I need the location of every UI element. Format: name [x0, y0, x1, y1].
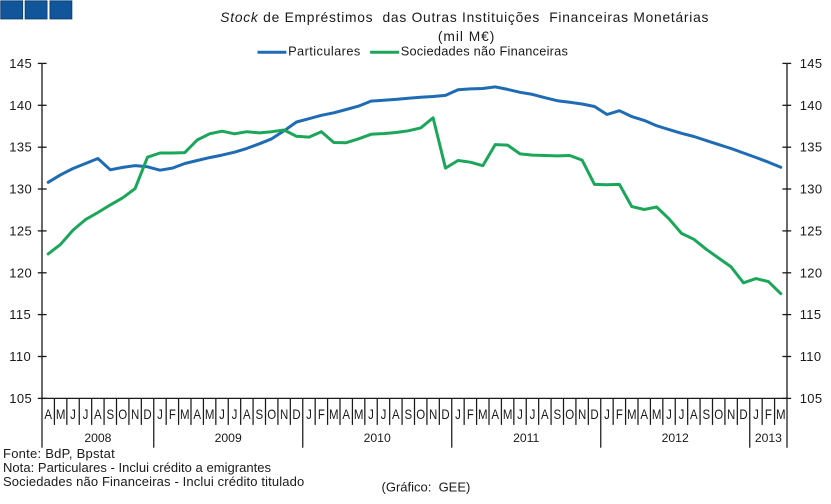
svg-text:115: 115: [800, 307, 822, 322]
svg-text:M: M: [354, 406, 364, 422]
svg-text:120: 120: [800, 265, 823, 280]
svg-text:Stock de Empréstimos das Outr: Stock de Empréstimos das Outras Institui…: [220, 10, 709, 25]
svg-text:M: M: [329, 406, 339, 422]
svg-text:2011: 2011: [513, 431, 539, 445]
svg-text:J: J: [368, 406, 374, 422]
svg-text:130: 130: [9, 182, 32, 197]
svg-text:145: 145: [9, 56, 32, 71]
svg-text:A: A: [243, 406, 251, 422]
svg-text:S: S: [255, 406, 263, 422]
svg-text:J: J: [232, 406, 238, 422]
svg-text:Nota: Particulares - Inclui cr: Nota: Particulares - Inclui crédito a em…: [3, 460, 272, 475]
svg-text:110: 110: [9, 349, 31, 364]
svg-text:M: M: [776, 406, 786, 422]
svg-text:F: F: [318, 406, 325, 422]
svg-text:115: 115: [9, 307, 31, 322]
svg-text:S: S: [106, 406, 114, 422]
svg-text:J: J: [604, 406, 610, 422]
svg-text:A: A: [491, 406, 499, 422]
svg-text:M: M: [627, 406, 637, 422]
svg-text:S: S: [553, 406, 561, 422]
svg-text:Sociedades não Financeiras: Sociedades não Financeiras: [401, 43, 568, 58]
svg-text:J: J: [679, 406, 685, 422]
svg-text:N: N: [131, 406, 139, 422]
svg-text:O: O: [267, 406, 276, 422]
svg-text:M: M: [56, 406, 66, 422]
svg-text:F: F: [765, 406, 772, 422]
svg-text:110: 110: [800, 349, 822, 364]
svg-text:M: M: [205, 406, 215, 422]
svg-text:Sociedades não Financeiras - I: Sociedades não Financeiras - Inclui créd…: [3, 474, 304, 489]
svg-text:J: J: [455, 406, 461, 422]
svg-text:125: 125: [9, 223, 32, 238]
svg-text:J: J: [70, 406, 76, 422]
svg-text:J: J: [530, 406, 536, 422]
svg-text:105: 105: [9, 391, 32, 406]
svg-text:2013: 2013: [755, 431, 782, 445]
svg-text:140: 140: [9, 98, 32, 113]
svg-text:2012: 2012: [662, 431, 689, 445]
svg-text:F: F: [169, 406, 176, 422]
svg-text:J: J: [157, 406, 163, 422]
svg-text:J: J: [219, 406, 225, 422]
svg-text:2010: 2010: [364, 431, 391, 445]
svg-text:A: A: [342, 406, 350, 422]
svg-text:125: 125: [800, 223, 823, 238]
svg-text:M: M: [652, 406, 662, 422]
svg-text:N: N: [578, 406, 586, 422]
svg-text:N: N: [727, 406, 735, 422]
svg-text:A: A: [541, 406, 549, 422]
svg-text:F: F: [467, 406, 474, 422]
svg-text:J: J: [753, 406, 759, 422]
svg-text:M: M: [478, 406, 488, 422]
svg-text:Fonte: BdP, Bpstat: Fonte: BdP, Bpstat: [3, 446, 115, 461]
svg-text:M: M: [180, 406, 190, 422]
svg-text:130: 130: [800, 182, 823, 197]
svg-text:135: 135: [800, 140, 823, 155]
svg-text:N: N: [280, 406, 288, 422]
svg-text:140: 140: [800, 98, 823, 113]
svg-text:J: J: [306, 406, 312, 422]
svg-text:D: D: [739, 406, 747, 422]
svg-text:J: J: [517, 406, 523, 422]
svg-text:S: S: [404, 406, 412, 422]
svg-text:D: D: [292, 406, 300, 422]
svg-text:D: D: [143, 406, 151, 422]
svg-text:2008: 2008: [84, 431, 111, 445]
svg-text:O: O: [714, 406, 723, 422]
svg-text:(mil M€): (mil M€): [438, 29, 495, 44]
svg-text:105: 105: [800, 391, 823, 406]
svg-text:O: O: [416, 406, 425, 422]
svg-text:(Gráfico: GEE): (Gráfico: GEE): [382, 480, 471, 495]
svg-text:A: A: [193, 406, 201, 422]
svg-text:J: J: [666, 406, 672, 422]
svg-text:O: O: [565, 406, 574, 422]
svg-text:N: N: [429, 406, 437, 422]
svg-text:M: M: [503, 406, 513, 422]
svg-text:120: 120: [9, 265, 32, 280]
svg-text:D: D: [590, 406, 598, 422]
svg-text:135: 135: [9, 140, 32, 155]
svg-text:D: D: [441, 406, 449, 422]
svg-text:A: A: [690, 406, 698, 422]
svg-text:A: A: [640, 406, 648, 422]
svg-text:S: S: [702, 406, 710, 422]
svg-text:O: O: [118, 406, 127, 422]
svg-text:J: J: [381, 406, 387, 422]
svg-text:Particulares: Particulares: [288, 43, 361, 58]
svg-text:2009: 2009: [215, 431, 242, 445]
svg-text:J: J: [83, 406, 89, 422]
svg-text:A: A: [392, 406, 400, 422]
svg-text:F: F: [616, 406, 623, 422]
svg-text:A: A: [44, 406, 52, 422]
svg-text:145: 145: [800, 56, 823, 71]
svg-text:A: A: [94, 406, 102, 422]
